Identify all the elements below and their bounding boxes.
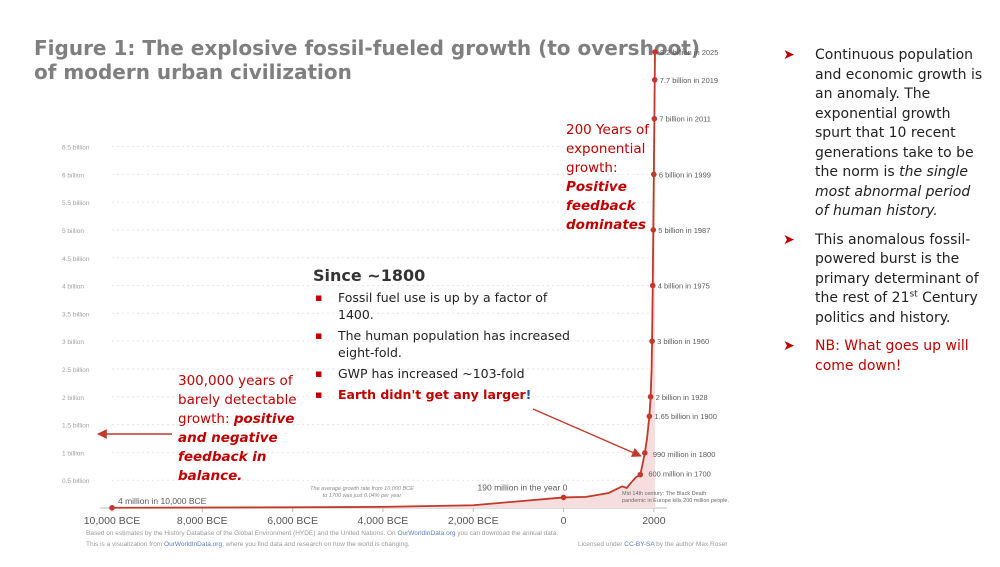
data-point-1	[560, 494, 567, 501]
bullet-nb-text: NB: What goes up will come down!	[815, 338, 969, 374]
note-black-death-line-0: Mid 14th century: The Black Death	[622, 491, 706, 497]
data-label-7: 4 billion in 1975	[658, 282, 710, 291]
data-label-2: 600 million in 1700	[648, 470, 711, 479]
data-label-9: 6 billion in 1999	[659, 170, 711, 179]
note-black-death-line-1: pandemic in Europe kills 200 million peo…	[622, 498, 729, 504]
y-tick-label-7: 4 billion	[62, 284, 84, 291]
y-tick-label-11: 6 billion	[62, 172, 84, 179]
note-growth-rate-line-0: The average growth rate from 10,000 BCE	[310, 486, 414, 492]
figure-title-line-1: Figure 1: The explosive fossil-fueled gr…	[34, 36, 701, 60]
x-tick-label-0: 10,000 BCE	[84, 515, 141, 527]
arrow-to-1800	[532, 408, 642, 457]
data-point-11	[651, 77, 658, 83]
source-note-line-2-end: , where you find data and research on ho…	[222, 541, 410, 548]
commentary-bullets: ➤ Continuous population and economic gro…	[783, 46, 988, 385]
bullet-arrow-icon: ➤	[783, 338, 795, 354]
bullet-nb: ➤ NB: What goes up will come down!	[783, 337, 988, 376]
bullet-anomaly: ➤ Continuous population and economic gro…	[783, 46, 988, 222]
data-point-12	[652, 49, 658, 55]
y-tick-label-10: 5.5 billion	[62, 200, 90, 207]
license-note: Licensed under CC-BY-SA by the author Ma…	[578, 541, 727, 548]
data-label-8: 5 billion in 1987	[658, 226, 710, 235]
source-note-line-1-text: Based on estimates by the History Databa…	[86, 530, 398, 537]
source-note-line-2: This is a visualization from OurWorldInD…	[86, 541, 410, 548]
source-note-line-1: Based on estimates by the History Databa…	[86, 530, 558, 537]
data-point-2	[637, 471, 644, 478]
data-label-5: 2 billion in 1928	[656, 393, 708, 402]
source-note-line-1-end: you can download the annual data.	[455, 530, 559, 537]
annotation-balanced-growth-text: 300,000 years of barely detectable growt…	[178, 373, 297, 427]
bullet-arrow-icon: ➤	[783, 231, 795, 248]
data-label-4: 1.65 billion in 1900	[654, 412, 717, 421]
y-tick-label-0: 0.5 billion	[62, 478, 90, 485]
y-tick-label-3: 2 billion	[62, 395, 84, 402]
since-1800-item-earth-text: Earth didn't get any larger	[338, 387, 526, 402]
bullet-determinant-text-end: Century politics and history.	[815, 290, 978, 326]
y-tick-label-6: 3.5 billion	[62, 311, 90, 318]
y-tick-label-9: 5 billion	[62, 228, 84, 235]
annotation-balanced-growth-emphasis: positive and negative feedback in balanc…	[178, 411, 295, 484]
y-tick-label-4: 2.5 billion	[62, 367, 90, 374]
y-tick-label-8: 4.5 billion	[62, 256, 90, 263]
x-tick-label-4: 2,000 BCE	[448, 515, 499, 527]
y-tick-label-5: 3 billion	[62, 339, 84, 346]
since-1800-item-population: The human population has increased eight…	[313, 327, 573, 361]
license-link[interactable]: CC-BY-SA	[624, 541, 655, 548]
x-tick-label-6: 2000	[642, 515, 666, 527]
figure-title: Figure 1: The explosive fossil-fueled gr…	[34, 36, 701, 84]
data-point-7	[649, 282, 656, 289]
bullet-determinant: ➤ This anomalous fossil-powered burst is…	[783, 231, 988, 329]
since-1800-heading: Since ~1800	[313, 266, 426, 285]
data-label-3: 990 million in 1800	[653, 450, 716, 459]
bullet-anomaly-emphasis: the single most abnormal period of human…	[815, 164, 971, 219]
data-label-10: 7 billion in 2011	[659, 115, 711, 124]
y-tick-label-2: 1.5 billion	[62, 423, 90, 430]
x-tick-label-5: 0	[561, 515, 567, 527]
license-note-end: by the author Max Roser	[654, 541, 728, 548]
data-label-12: 8.2 billion in 2025	[660, 48, 718, 57]
data-point-9	[651, 171, 657, 178]
since-1800-item-earth-exclamation: !	[525, 387, 532, 402]
y-tick-label-12: 6.5 billion	[62, 145, 90, 152]
bullet-determinant-text: This anomalous fossil-powered burst is t…	[815, 231, 979, 307]
data-point-8	[650, 227, 657, 233]
x-tick-label-3: 4,000 BCE	[358, 515, 409, 527]
source-link-1[interactable]: OurWorldInData.org	[397, 530, 456, 537]
data-point-10	[651, 115, 658, 122]
since-1800-item-earth: Earth didn't get any larger!	[313, 386, 573, 403]
data-label-11: 7.7 billion in 2019	[660, 76, 718, 85]
note-growth-rate-line-1: to 1700 was just 0.04% per year	[323, 493, 403, 499]
data-point-3	[642, 450, 648, 456]
data-label-6: 3 billion in 1960	[657, 337, 709, 346]
source-note-line-2-text: This is a visualization from	[86, 541, 165, 548]
bullet-determinant-superscript: st	[909, 289, 918, 300]
y-tick-label-1: 1 billion	[62, 450, 84, 457]
data-point-4	[646, 413, 653, 420]
since-1800-list: Fossil fuel use is up by a factor of 140…	[313, 289, 573, 403]
annotation-balanced-growth: 300,000 years of barely detectable growt…	[178, 372, 318, 486]
annotation-exponential-growth-text: 200 Years of exponential growth:	[566, 122, 649, 176]
since-1800-item-gwp: GWP has increased ~103-fold	[313, 365, 573, 382]
annotation-exponential-growth-emphasis: Positive feedback dominates	[566, 179, 646, 233]
source-link-2[interactable]: OurWorldInData.org	[164, 541, 223, 548]
annotation-exponential-growth: 200 Years of exponential growth: Positiv…	[566, 121, 666, 235]
since-1800-item-fossil-fuel: Fossil fuel use is up by a factor of 140…	[313, 289, 573, 323]
license-note-text: Licensed under	[578, 541, 625, 548]
data-point-6	[649, 338, 655, 344]
data-point-5	[647, 393, 654, 400]
figure-title-line-2: of modern urban civilization	[34, 60, 352, 84]
data-point-0	[109, 504, 115, 511]
bullet-anomaly-text: Continuous population and economic growt…	[815, 47, 983, 180]
data-label-1: 190 million in the year 0	[478, 482, 568, 492]
x-tick-label-1: 8,000 BCE	[177, 515, 228, 527]
data-label-0: 4 million in 10,000 BCE	[118, 496, 207, 506]
x-tick-label-2: 6,000 BCE	[267, 515, 318, 527]
bullet-arrow-icon: ➤	[783, 47, 795, 63]
since-1800-box: Since ~1800 Fossil fuel use is up by a f…	[313, 266, 573, 407]
